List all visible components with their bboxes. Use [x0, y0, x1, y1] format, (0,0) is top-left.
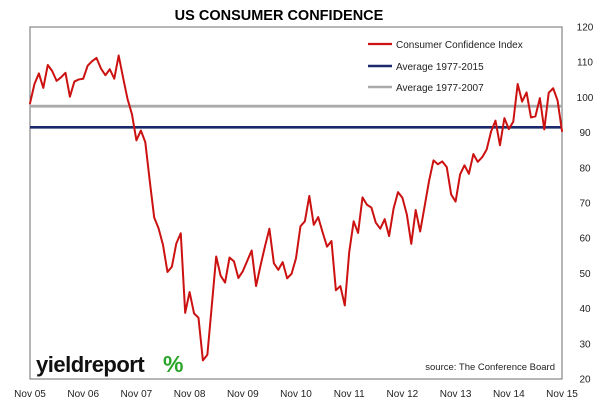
x-tick-label: Nov 07 [121, 389, 153, 400]
legend-label-avg-1977-2015: Average 1977-2015 [396, 62, 484, 73]
legend-label-avg-1977-2007: Average 1977-2007 [396, 83, 484, 94]
yieldreport-logo: yieldreport % [36, 351, 183, 377]
x-tick-label: Nov 05 [14, 389, 46, 400]
y-tick-label: 60 [579, 234, 591, 245]
x-tick-label: Nov 10 [280, 389, 312, 400]
y-axis-ticks: 20 30 40 50 60 70 80 90 100 110 120 [577, 23, 594, 386]
logo-percent-icon: % [163, 351, 183, 377]
x-tick-label: Nov 12 [387, 389, 419, 400]
series-line-consumer-confidence [29, 54, 563, 362]
chart-title: US CONSUMER CONFIDENCE [175, 8, 384, 24]
x-tick-label: Nov 06 [67, 389, 99, 400]
y-tick-label: 30 [579, 339, 591, 350]
legend-label-cci: Consumer Confidence Index [396, 40, 523, 51]
x-tick-label: Nov 08 [174, 389, 206, 400]
y-tick-label: 70 [579, 199, 591, 210]
x-tick-label: Nov 14 [493, 389, 525, 400]
y-tick-label: 40 [579, 304, 591, 315]
x-tick-label: Nov 13 [440, 389, 472, 400]
y-tick-label: 20 [579, 375, 591, 386]
y-tick-label: 110 [577, 58, 593, 69]
x-tick-label: Nov 11 [334, 389, 365, 400]
x-tick-label: Nov 09 [227, 389, 259, 400]
x-axis-ticks: Nov 05 Nov 06 Nov 07 Nov 08 Nov 09 Nov 10 Nov … [14, 389, 578, 400]
plot-area-frame [29, 26, 563, 380]
y-tick-label: 50 [579, 269, 591, 280]
y-tick-label: 90 [579, 128, 591, 139]
logo-text: yieldreport [36, 352, 145, 377]
average-lines [30, 104, 562, 129]
source-note: source: The Conference Board [425, 362, 555, 373]
y-tick-label: 80 [579, 163, 591, 174]
y-tick-label: 120 [577, 23, 594, 34]
y-tick-label: 100 [577, 93, 594, 104]
series-lines [29, 54, 563, 362]
legend: Consumer Confidence Index Average 1977-2… [368, 40, 523, 94]
x-tick-label: Nov 15 [546, 389, 578, 400]
